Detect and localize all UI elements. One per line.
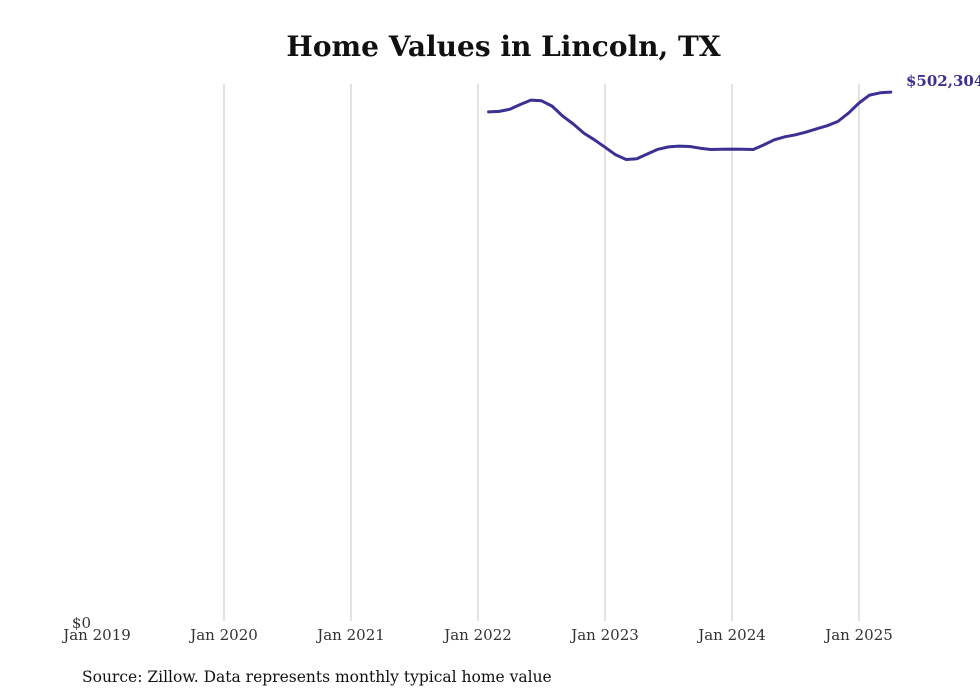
end-value-label: $502,304 <box>906 72 980 90</box>
series-line <box>487 90 893 161</box>
x-tick-label: Jan 2023 <box>569 626 639 644</box>
x-tick-label: Jan 2019 <box>61 626 131 644</box>
source-note: Source: Zillow. Data represents monthly … <box>82 668 552 686</box>
chart-title: Home Values in Lincoln, TX <box>286 30 721 63</box>
x-tick-label: Jan 2024 <box>696 626 766 644</box>
x-tick-label: Jan 2022 <box>442 626 512 644</box>
series-layer <box>487 90 893 161</box>
x-axis: Jan 2019 Jan 2020 Jan 2021 Jan 2022 Jan 2023… <box>61 626 893 644</box>
x-tick-label: Jan 2025 <box>823 626 893 644</box>
grid-layer <box>223 84 860 621</box>
x-tick-label: Jan 2020 <box>188 626 258 644</box>
x-tick-label: Jan 2021 <box>315 626 385 644</box>
y-tick-label: $0 <box>72 614 91 632</box>
